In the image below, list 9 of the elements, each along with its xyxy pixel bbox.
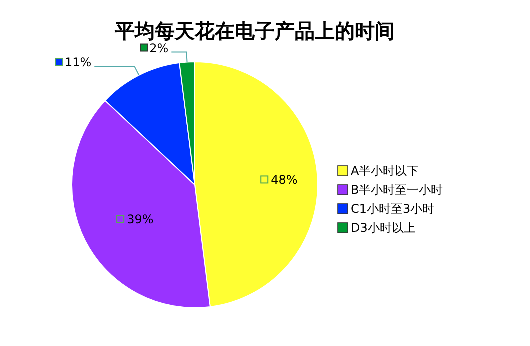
- legend-label: C1小时至3小时: [351, 202, 435, 216]
- legend-label: D3小时以上: [351, 221, 416, 235]
- data-label: 11%: [64, 55, 92, 70]
- legend-label: B半小时至一小时: [351, 183, 444, 197]
- chart-title: 平均每天花在电子产品上的时间: [114, 19, 395, 43]
- data-label: 2%: [150, 41, 169, 56]
- legend-label: A半小时以下: [351, 164, 420, 178]
- data-label: 48%: [271, 173, 298, 188]
- data-label: 39%: [127, 212, 154, 227]
